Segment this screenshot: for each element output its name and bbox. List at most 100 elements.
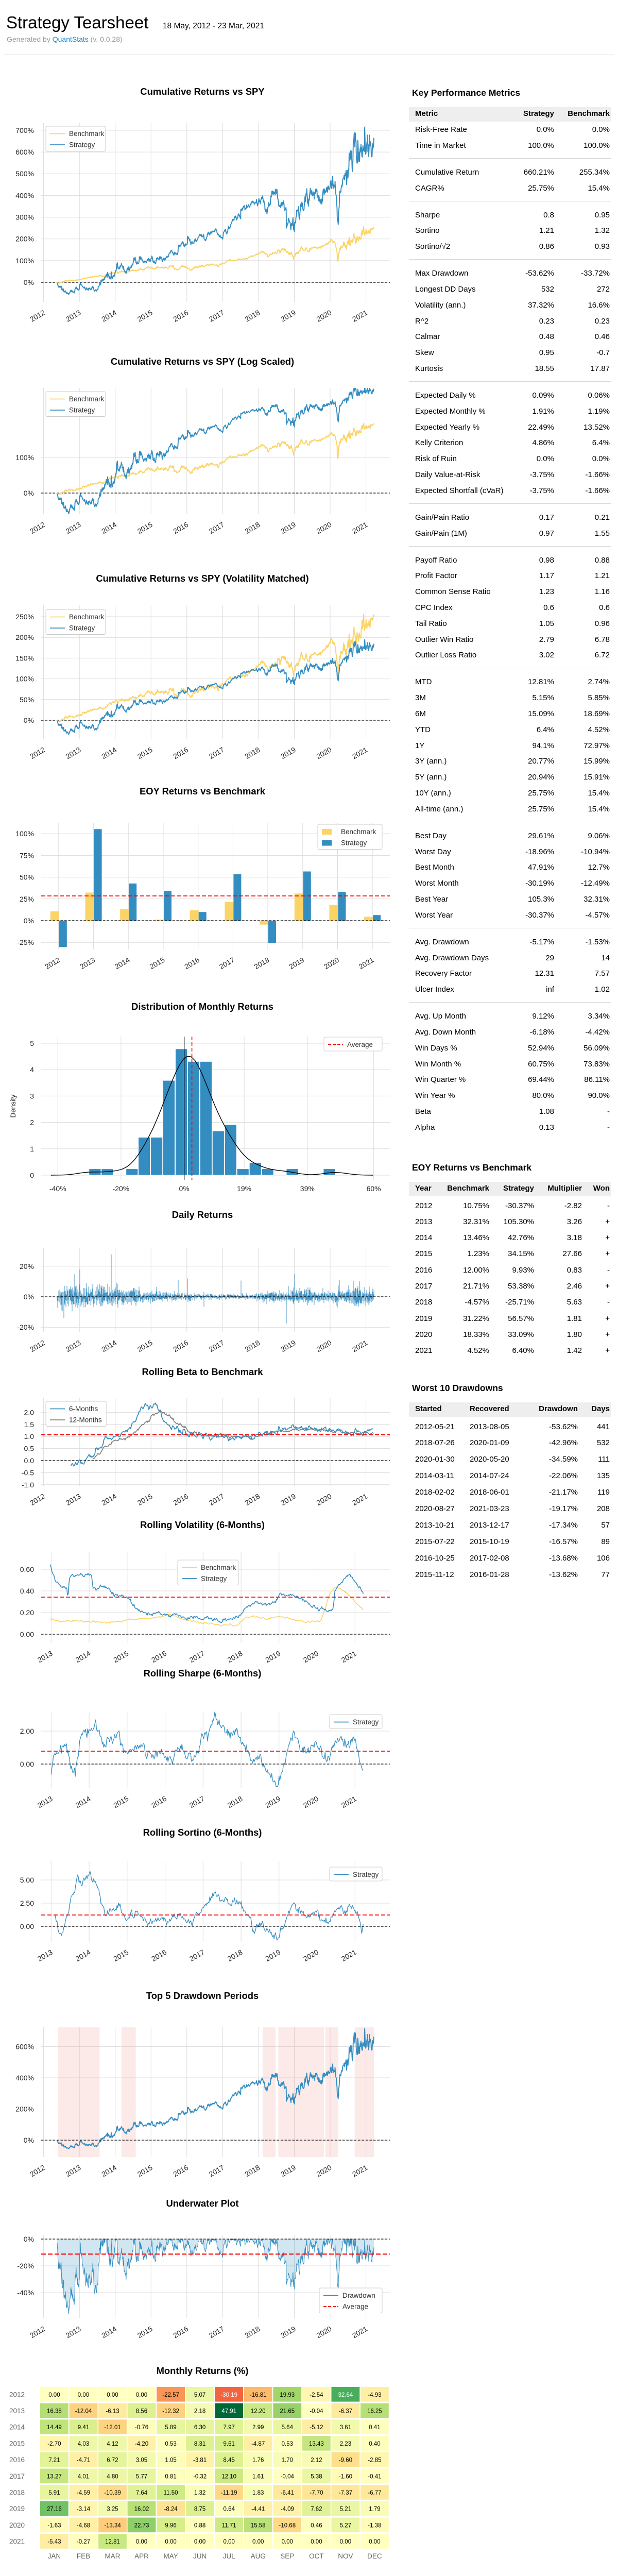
svg-text:0%: 0% — [24, 489, 34, 497]
svg-text:2019: 2019 — [279, 2325, 297, 2340]
svg-text:700%: 700% — [15, 126, 34, 134]
svg-text:2016: 2016 — [171, 745, 190, 761]
svg-text:3: 3 — [30, 1092, 34, 1100]
svg-text:-10.39: -10.39 — [104, 2490, 121, 2496]
svg-text:2018: 2018 — [226, 1794, 244, 1810]
svg-text:0.46: 0.46 — [311, 2522, 322, 2529]
svg-text:1.32: 1.32 — [194, 2490, 205, 2496]
svg-text:2019: 2019 — [264, 1649, 282, 1665]
svg-text:Benchmark: Benchmark — [69, 130, 105, 138]
svg-text:2021: 2021 — [351, 1492, 369, 1507]
svg-text:2015: 2015 — [136, 2325, 154, 2340]
svg-text:2.23: 2.23 — [340, 2441, 351, 2447]
svg-text:2019: 2019 — [264, 1794, 282, 1810]
svg-text:-1.63: -1.63 — [47, 2522, 61, 2529]
svg-text:-0.5: -0.5 — [22, 1468, 34, 1477]
svg-text:Rolling Sharpe (6-Months): Rolling Sharpe (6-Months) — [144, 1668, 262, 1679]
svg-text:-0.04: -0.04 — [310, 2409, 323, 2415]
svg-text:-0.76: -0.76 — [135, 2425, 148, 2431]
svg-text:Benchmark: Benchmark — [341, 828, 376, 836]
svg-text:2016: 2016 — [171, 308, 190, 324]
svg-text:-16.81: -16.81 — [250, 2392, 267, 2398]
svg-text:2: 2 — [30, 1118, 34, 1127]
svg-text:SEP: SEP — [280, 2552, 294, 2560]
svg-text:4.12: 4.12 — [107, 2441, 118, 2447]
svg-text:19.93: 19.93 — [280, 2392, 295, 2398]
svg-text:2021: 2021 — [9, 2538, 25, 2546]
svg-text:12.10: 12.10 — [221, 2473, 236, 2480]
svg-text:-20%: -20% — [17, 1323, 34, 1331]
svg-text:0.40: 0.40 — [369, 2441, 380, 2447]
svg-text:0.88: 0.88 — [194, 2522, 205, 2529]
svg-text:2017: 2017 — [208, 520, 226, 536]
svg-text:1: 1 — [30, 1145, 34, 1153]
svg-text:4: 4 — [30, 1065, 34, 1074]
svg-text:2018: 2018 — [243, 745, 261, 761]
svg-text:-22.57: -22.57 — [162, 2392, 179, 2398]
svg-text:5.07: 5.07 — [194, 2392, 205, 2398]
svg-text:2015: 2015 — [136, 2163, 154, 2179]
svg-text:2015: 2015 — [136, 1492, 154, 1507]
svg-text:19%: 19% — [237, 1184, 251, 1193]
svg-text:2020: 2020 — [315, 520, 333, 536]
svg-text:2019: 2019 — [264, 1948, 282, 1963]
svg-text:2019: 2019 — [279, 1492, 297, 1507]
svg-text:11.71: 11.71 — [222, 2522, 236, 2529]
svg-text:2021: 2021 — [351, 2163, 369, 2179]
svg-text:2016: 2016 — [150, 1794, 168, 1810]
svg-text:6-Months: 6-Months — [69, 1405, 98, 1413]
svg-text:2021: 2021 — [351, 520, 369, 536]
svg-text:-7.70: -7.70 — [310, 2490, 323, 2496]
svg-text:2014: 2014 — [113, 956, 131, 971]
svg-text:5: 5 — [30, 1039, 34, 1047]
svg-text:2014: 2014 — [100, 520, 118, 536]
svg-text:JAN: JAN — [48, 2552, 61, 2560]
svg-text:2020: 2020 — [302, 1948, 320, 1963]
svg-text:50%: 50% — [20, 873, 34, 882]
svg-text:-12.32: -12.32 — [162, 2409, 179, 2415]
svg-text:0%: 0% — [24, 1293, 34, 1301]
svg-text:2016: 2016 — [171, 1338, 190, 1354]
svg-text:0.00: 0.00 — [311, 2539, 322, 2545]
svg-text:2.18: 2.18 — [194, 2409, 205, 2415]
svg-text:2017: 2017 — [9, 2472, 25, 2480]
svg-text:16.25: 16.25 — [367, 2409, 382, 2415]
svg-text:2020: 2020 — [302, 1649, 320, 1665]
svg-text:50%: 50% — [20, 696, 34, 704]
svg-text:2014: 2014 — [100, 1492, 118, 1507]
svg-text:2015: 2015 — [112, 1948, 130, 1963]
svg-text:2012: 2012 — [28, 745, 46, 761]
svg-text:2016: 2016 — [171, 1492, 190, 1507]
svg-text:2017: 2017 — [208, 745, 226, 761]
svg-text:-12.04: -12.04 — [75, 2409, 92, 2415]
svg-text:0%: 0% — [179, 1184, 189, 1193]
svg-text:2020: 2020 — [315, 2163, 333, 2179]
svg-text:400%: 400% — [15, 2074, 34, 2082]
svg-text:13.43: 13.43 — [309, 2441, 324, 2447]
svg-text:2015: 2015 — [148, 956, 166, 971]
svg-text:-30.19: -30.19 — [220, 2392, 237, 2398]
svg-text:2013: 2013 — [36, 1794, 54, 1810]
svg-text:-40%: -40% — [17, 2289, 34, 2297]
svg-text:2012: 2012 — [28, 308, 46, 324]
svg-text:-4.09: -4.09 — [281, 2506, 294, 2513]
svg-text:2017: 2017 — [208, 308, 226, 324]
svg-text:0.00: 0.00 — [194, 2539, 205, 2545]
svg-text:15.58: 15.58 — [251, 2522, 266, 2529]
svg-text:2016: 2016 — [171, 2163, 190, 2179]
svg-text:2016: 2016 — [171, 2325, 190, 2340]
svg-text:2012: 2012 — [28, 1338, 46, 1354]
svg-text:2012: 2012 — [28, 2325, 46, 2340]
svg-text:Distribution of Monthly Return: Distribution of Monthly Returns — [131, 1001, 273, 1012]
svg-text:8.75: 8.75 — [194, 2506, 205, 2513]
svg-text:250%: 250% — [15, 613, 34, 621]
svg-text:2013: 2013 — [64, 2163, 82, 2179]
svg-text:-4.41: -4.41 — [251, 2506, 265, 2513]
svg-text:-4.59: -4.59 — [77, 2490, 90, 2496]
svg-text:-1.0: -1.0 — [22, 1481, 34, 1489]
svg-text:25%: 25% — [20, 895, 34, 903]
svg-text:-20%: -20% — [113, 1184, 130, 1193]
svg-text:-40%: -40% — [49, 1184, 66, 1193]
svg-text:0.00: 0.00 — [136, 2539, 147, 2545]
svg-text:2014: 2014 — [74, 1948, 92, 1963]
